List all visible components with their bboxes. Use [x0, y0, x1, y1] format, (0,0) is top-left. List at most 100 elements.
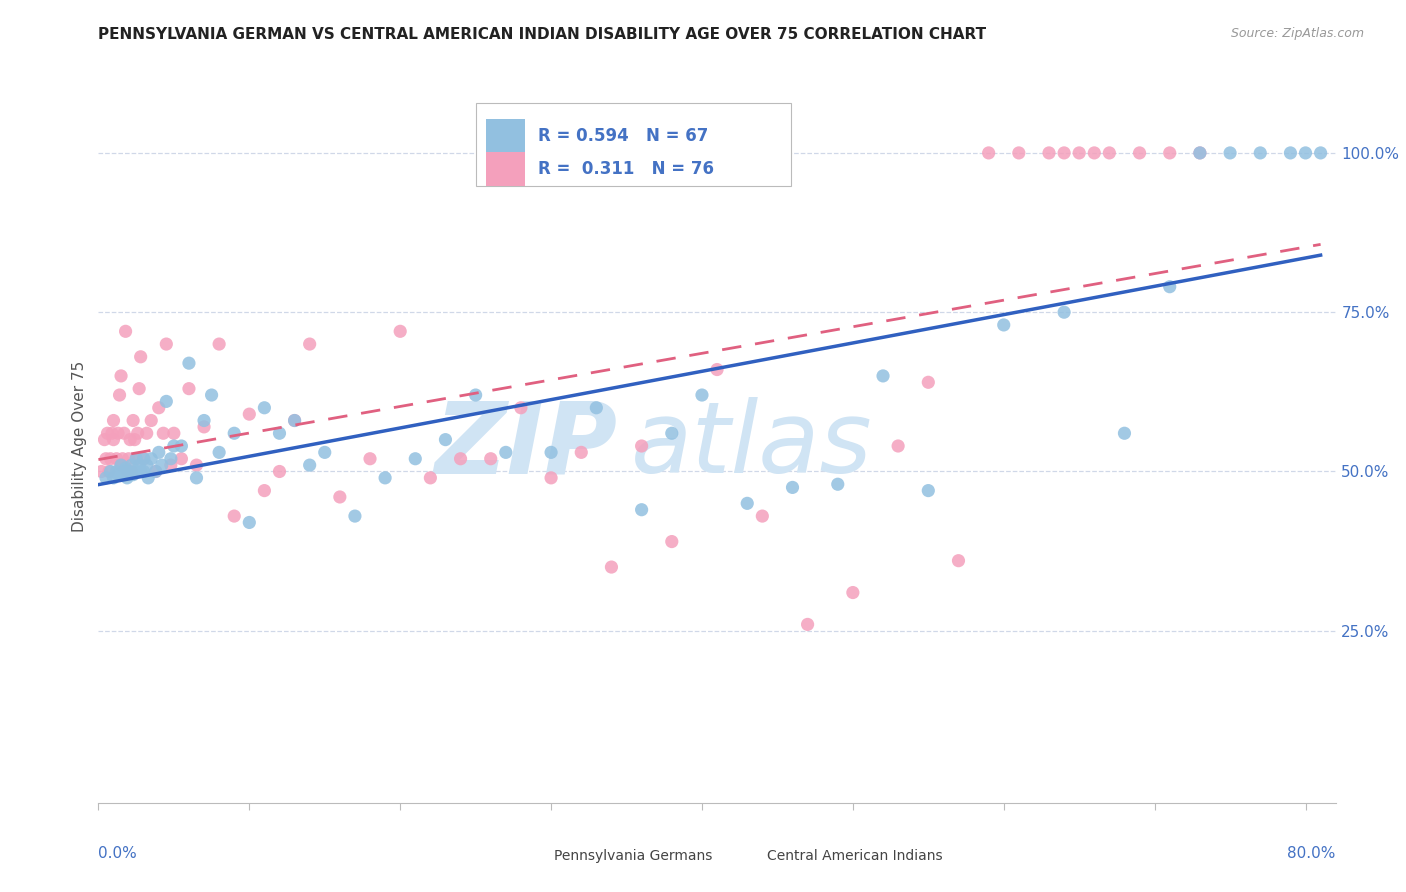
Point	[107, 426, 129, 441]
Point	[1188, 145, 1211, 160]
Point	[129, 465, 152, 479]
Point	[112, 426, 135, 441]
Point	[141, 413, 163, 427]
Point	[1188, 145, 1211, 160]
Point	[887, 439, 910, 453]
Point	[110, 458, 132, 472]
Point	[585, 401, 607, 415]
Point	[100, 465, 122, 479]
Point	[114, 324, 136, 338]
Point	[238, 407, 260, 421]
Point	[170, 451, 193, 466]
Point	[389, 324, 412, 338]
Point	[148, 401, 170, 415]
Point	[145, 465, 167, 479]
Point	[200, 388, 222, 402]
Point	[224, 426, 246, 441]
Point	[177, 382, 200, 396]
Point	[600, 560, 623, 574]
Point	[101, 426, 124, 441]
Point	[103, 471, 125, 485]
Point	[170, 439, 193, 453]
Point	[284, 413, 307, 427]
Point	[160, 458, 183, 472]
Point	[1159, 145, 1181, 160]
Point	[94, 451, 117, 466]
Point	[450, 451, 472, 466]
Point	[136, 471, 159, 485]
Point	[751, 509, 773, 524]
Point	[479, 451, 502, 466]
Point	[404, 451, 426, 466]
Point	[132, 451, 155, 466]
Point	[208, 337, 231, 351]
Point	[125, 451, 148, 466]
Text: PENNSYLVANIA GERMAN VS CENTRAL AMERICAN INDIAN DISABILITY AGE OVER 75 CORRELATIO: PENNSYLVANIA GERMAN VS CENTRAL AMERICAN …	[98, 27, 987, 42]
Point	[121, 465, 143, 479]
Point	[152, 426, 174, 441]
Point	[1053, 305, 1076, 319]
Point	[661, 426, 683, 441]
Point	[630, 502, 652, 516]
Point	[122, 413, 145, 427]
Point	[193, 413, 215, 427]
Point	[117, 465, 139, 479]
Point	[163, 439, 186, 453]
Point	[148, 445, 170, 459]
FancyBboxPatch shape	[485, 152, 526, 186]
Point	[110, 368, 132, 383]
Point	[1008, 145, 1031, 160]
Point	[917, 483, 939, 498]
Point	[114, 461, 136, 475]
Text: Source: ZipAtlas.com: Source: ZipAtlas.com	[1230, 27, 1364, 40]
Point	[1128, 145, 1150, 160]
Point	[120, 433, 142, 447]
Point	[110, 458, 132, 472]
Point	[343, 509, 366, 524]
Point	[1279, 145, 1302, 160]
Point	[1083, 145, 1105, 160]
Text: Pennsylvania Germans: Pennsylvania Germans	[554, 849, 711, 863]
Point	[419, 471, 441, 485]
Point	[125, 465, 148, 479]
Point	[105, 465, 128, 479]
Point	[128, 458, 150, 472]
Point	[108, 388, 131, 402]
Point	[132, 451, 155, 466]
Point	[359, 451, 381, 466]
Point	[145, 465, 167, 479]
Point	[796, 617, 818, 632]
Point	[314, 445, 336, 459]
Point	[93, 433, 115, 447]
Point	[509, 401, 531, 415]
Point	[661, 534, 683, 549]
Point	[128, 382, 150, 396]
Point	[253, 483, 276, 498]
Point	[224, 509, 246, 524]
Point	[540, 445, 562, 459]
Point	[1295, 145, 1317, 160]
Point	[1219, 145, 1241, 160]
FancyBboxPatch shape	[475, 103, 792, 186]
Point	[135, 426, 157, 441]
Point	[193, 420, 215, 434]
Point	[842, 585, 865, 599]
Point	[540, 471, 562, 485]
Point	[1069, 145, 1091, 160]
Point	[115, 471, 138, 485]
Point	[569, 445, 592, 459]
Point	[107, 467, 129, 482]
Point	[253, 401, 276, 415]
Point	[977, 145, 1000, 160]
Point	[464, 388, 486, 402]
Point	[100, 451, 122, 466]
Text: Central American Indians: Central American Indians	[766, 849, 942, 863]
Point	[177, 356, 200, 370]
Point	[1053, 145, 1076, 160]
Point	[94, 471, 117, 485]
Point	[1159, 279, 1181, 293]
Text: R = 0.594   N = 67: R = 0.594 N = 67	[537, 128, 709, 145]
Point	[112, 465, 135, 479]
Point	[872, 368, 894, 383]
FancyBboxPatch shape	[516, 842, 544, 871]
